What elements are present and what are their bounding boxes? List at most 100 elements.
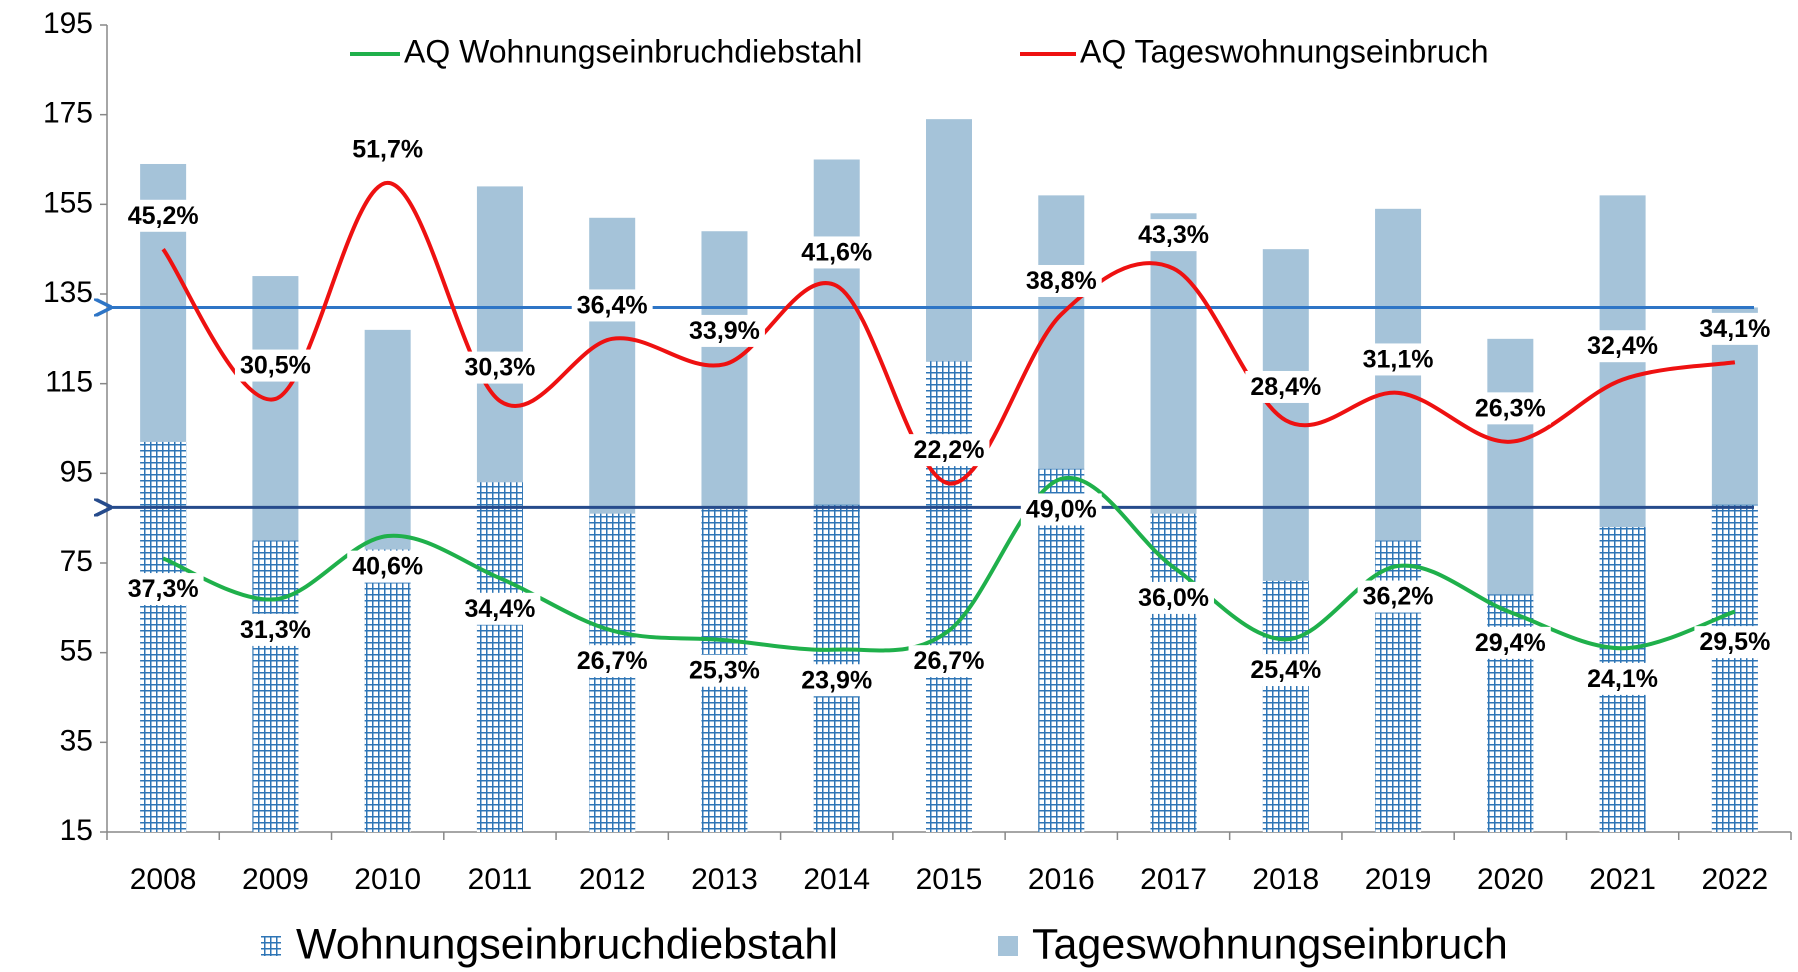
x-tick-label: 2012 <box>579 863 646 896</box>
bar <box>1038 468 1085 832</box>
x-tick-label: 2010 <box>354 863 421 896</box>
data-label-box <box>1020 264 1102 297</box>
data-label-box <box>684 314 765 347</box>
y-tick-label: 175 <box>43 97 93 130</box>
data-label: 30,3% <box>464 354 535 382</box>
y-tick-label: 35 <box>60 724 93 757</box>
data-label: 26,7% <box>914 647 985 675</box>
y-tick-label: 135 <box>43 276 93 309</box>
data-label-box <box>796 236 878 269</box>
y-tick-label: 115 <box>45 366 93 399</box>
x-tick-label: 2013 <box>691 863 758 896</box>
x-tick-label: 2022 <box>1701 863 1768 896</box>
data-label-box <box>571 645 653 678</box>
data-label-box <box>684 654 765 687</box>
data-label: 36,4% <box>577 291 648 319</box>
data-label-box <box>571 289 653 322</box>
data-label-box <box>1133 581 1214 614</box>
data-label-box <box>908 645 990 678</box>
data-label: 25,3% <box>689 657 760 685</box>
legend-label: Tageswohnungseinbruch <box>1032 920 1508 968</box>
data-label: 45,2% <box>128 202 199 230</box>
data-label-box <box>796 664 878 697</box>
y-tick-label: 55 <box>60 635 93 668</box>
bar <box>476 482 523 832</box>
bar <box>1711 504 1758 832</box>
bar <box>926 361 972 832</box>
data-label: 30,5% <box>240 352 311 380</box>
x-tick-label: 2011 <box>468 863 533 896</box>
x-tick-label: 2008 <box>130 863 197 896</box>
data-label: 28,4% <box>1250 373 1321 401</box>
x-tick-label: 2016 <box>1028 863 1095 896</box>
data-label: 33,9% <box>689 317 760 345</box>
bar <box>1262 580 1309 832</box>
data-label-box <box>122 573 204 606</box>
data-label: 51,7% <box>352 136 423 164</box>
data-label-box <box>234 349 316 382</box>
y-tick-label: 195 <box>43 7 93 40</box>
x-tick-label: 2021 <box>1589 863 1656 896</box>
y-tick-label: 75 <box>60 545 93 578</box>
x-tick-label: 2018 <box>1252 863 1319 896</box>
data-label: 34,4% <box>464 595 535 623</box>
data-label-box <box>122 199 204 232</box>
data-label: 40,6% <box>352 553 423 581</box>
x-tick-label: 2017 <box>1140 863 1207 896</box>
legend-label: AQ Wohnungseinbruchdiebstahl <box>404 33 862 69</box>
line-series <box>162 475 1736 653</box>
data-label-box <box>1245 370 1327 403</box>
data-label: 22,2% <box>914 436 985 464</box>
data-label-box <box>1357 580 1439 613</box>
data-label-box <box>908 434 990 467</box>
legend-swatch <box>998 936 1018 956</box>
data-label-box <box>1469 392 1551 425</box>
data-label: 23,9% <box>801 666 872 694</box>
data-label-box <box>459 592 541 625</box>
data-label-box <box>1582 330 1664 363</box>
data-label: 31,3% <box>240 616 311 644</box>
data-label: 38,8% <box>1026 267 1097 295</box>
x-tick-label: 2009 <box>242 863 309 896</box>
bar <box>140 441 187 832</box>
data-label-box <box>1133 219 1214 252</box>
bar <box>1150 513 1197 832</box>
data-label-box <box>347 550 429 583</box>
data-label: 36,2% <box>1363 583 1434 611</box>
line-series <box>161 180 1736 486</box>
legend-label: Wohnungseinbruchdiebstahl <box>296 920 838 968</box>
data-label: 29,5% <box>1699 628 1770 656</box>
data-label: 41,6% <box>801 238 872 266</box>
y-tick-label: 155 <box>43 186 93 219</box>
y-tick-label: 15 <box>60 814 93 847</box>
x-tick-label: 2019 <box>1365 863 1432 896</box>
legend-label: AQ Tageswohnungseinbruch <box>1080 33 1489 69</box>
bar <box>252 540 299 832</box>
data-label-box <box>1357 343 1439 376</box>
data-label-box <box>347 133 429 166</box>
x-tick-label: 2015 <box>916 863 983 896</box>
data-label: 31,1% <box>1363 345 1434 373</box>
data-label: 24,1% <box>1587 665 1658 693</box>
data-label: 37,3% <box>128 575 199 603</box>
data-label: 36,0% <box>1138 584 1209 612</box>
y-tick-label: 95 <box>60 455 93 488</box>
data-label: 32,4% <box>1587 332 1658 360</box>
data-label: 49,0% <box>1026 495 1097 523</box>
data-label-box <box>1469 626 1551 659</box>
legend-swatch <box>261 936 281 956</box>
data-label-box <box>459 351 541 384</box>
data-label-box <box>1020 493 1102 526</box>
data-label-box <box>234 613 316 646</box>
data-label: 26,3% <box>1475 394 1546 422</box>
bar <box>364 549 411 832</box>
x-tick-label: 2020 <box>1477 863 1544 896</box>
data-label: 34,1% <box>1699 315 1770 343</box>
data-label: 26,7% <box>577 647 648 675</box>
data-label-box <box>1694 312 1776 345</box>
data-label-box <box>1245 654 1327 687</box>
x-tick-label: 2014 <box>803 863 870 896</box>
data-label-box <box>1582 662 1664 695</box>
data-label: 29,4% <box>1475 629 1546 657</box>
